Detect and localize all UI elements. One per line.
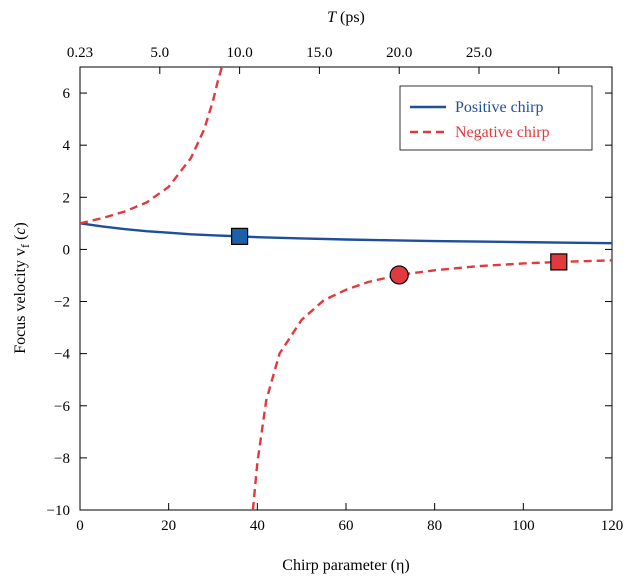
y-tick-label: 0 (63, 242, 71, 258)
negative-chirp-line-branch-1 (251, 259, 612, 510)
y-axis-title-subscript: f (18, 244, 32, 248)
x-tick-label: 100 (512, 518, 535, 534)
top-tick-label: 20.0 (386, 45, 412, 61)
circle-marker (389, 265, 409, 285)
top-tick-label: 10.0 (226, 45, 252, 61)
y-tick-label: 2 (63, 190, 71, 206)
legend-label-positive: Positive chirp (455, 99, 543, 116)
y-tick-label: −8 (54, 451, 70, 467)
x-tick-label: 0 (76, 518, 84, 534)
x-tick-label: 60 (339, 518, 354, 534)
square-marker (231, 227, 249, 245)
x-tick-label: 80 (427, 518, 442, 534)
legend-box (399, 85, 593, 151)
legend-label-negative: Negative chirp (455, 124, 550, 141)
y-axis-title-main: Focus velocity v (12, 248, 29, 354)
y-axis-title-open: ( (12, 235, 29, 244)
square-marker (550, 253, 568, 271)
x-tick-label: 120 (601, 518, 624, 534)
top-tick-label: 0.23 (67, 45, 93, 61)
negative-chirp-line-branch-0 (80, 67, 224, 225)
y-tick-label: −10 (47, 503, 70, 519)
top-tick-label: 15.0 (306, 45, 332, 61)
positive-chirp-line (80, 222, 612, 245)
y-tick-label: −4 (54, 347, 70, 363)
top-x-axis-title-var: T (327, 9, 337, 26)
series-lines (80, 67, 612, 510)
y-axis-title: Focus velocity vf (c) (12, 222, 32, 354)
top-tick-label: 5.0 (150, 45, 169, 61)
y-tick-label: 4 (63, 138, 71, 154)
legend: Positive chirp Negative chirp (399, 85, 593, 151)
x-axis-title: Chirp parameter (η) (282, 557, 409, 574)
top-x-axis-title-unit: (ps) (336, 9, 365, 26)
data-markers (231, 227, 568, 285)
x-tick-label: 40 (250, 518, 265, 534)
y-tick-label: −6 (54, 399, 70, 415)
y-axis-title-close: ) (12, 222, 29, 227)
top-tick-label: 25.0 (466, 45, 492, 61)
x-tick-label: 20 (161, 518, 176, 534)
y-tick-label: −2 (54, 295, 70, 311)
y-axis-title-unit: c (12, 228, 29, 235)
top-x-axis-title: T (ps) (327, 9, 365, 26)
y-tick-label: 6 (63, 86, 71, 102)
